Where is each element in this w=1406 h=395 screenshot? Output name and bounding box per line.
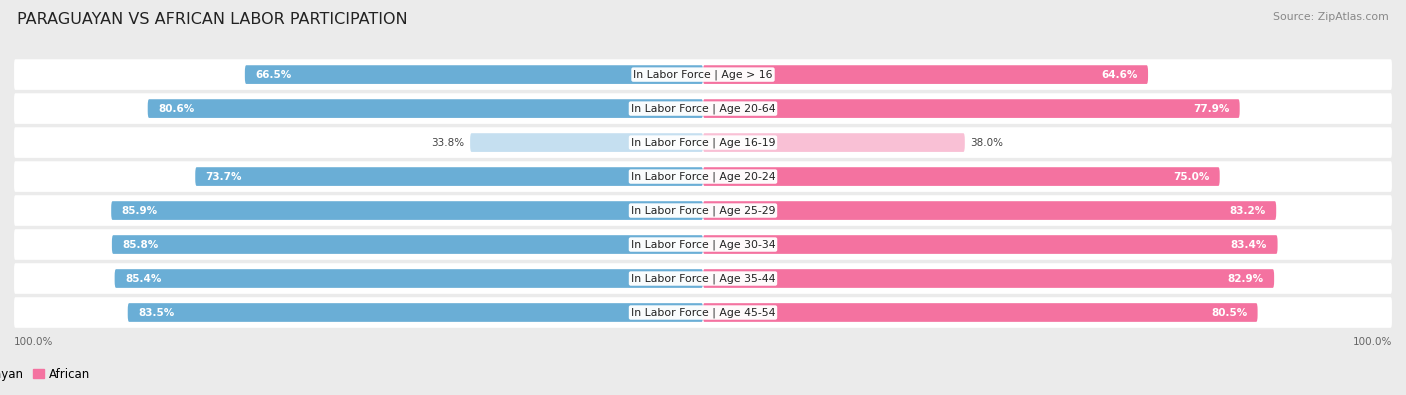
FancyBboxPatch shape xyxy=(703,65,1149,84)
Text: PARAGUAYAN VS AFRICAN LABOR PARTICIPATION: PARAGUAYAN VS AFRICAN LABOR PARTICIPATIO… xyxy=(17,12,408,27)
FancyBboxPatch shape xyxy=(195,167,703,186)
FancyBboxPatch shape xyxy=(703,99,1240,118)
Text: 75.0%: 75.0% xyxy=(1173,171,1209,182)
Text: 80.5%: 80.5% xyxy=(1211,308,1247,318)
FancyBboxPatch shape xyxy=(703,235,1278,254)
Text: 85.4%: 85.4% xyxy=(125,273,162,284)
Text: 85.9%: 85.9% xyxy=(121,205,157,216)
Text: 83.2%: 83.2% xyxy=(1230,205,1265,216)
FancyBboxPatch shape xyxy=(470,133,703,152)
FancyBboxPatch shape xyxy=(703,133,965,152)
Text: 38.0%: 38.0% xyxy=(970,137,1004,148)
Text: 33.8%: 33.8% xyxy=(432,137,464,148)
FancyBboxPatch shape xyxy=(703,201,1277,220)
FancyBboxPatch shape xyxy=(14,297,1392,328)
FancyBboxPatch shape xyxy=(128,303,703,322)
Text: 73.7%: 73.7% xyxy=(205,171,242,182)
Text: In Labor Force | Age 16-19: In Labor Force | Age 16-19 xyxy=(631,137,775,148)
FancyBboxPatch shape xyxy=(14,161,1392,192)
FancyBboxPatch shape xyxy=(703,269,1274,288)
Text: 77.9%: 77.9% xyxy=(1192,103,1229,114)
Text: 100.0%: 100.0% xyxy=(14,337,53,347)
FancyBboxPatch shape xyxy=(112,235,703,254)
FancyBboxPatch shape xyxy=(111,201,703,220)
Legend: Paraguayan, African: Paraguayan, African xyxy=(0,368,90,380)
Text: 64.6%: 64.6% xyxy=(1101,70,1137,79)
FancyBboxPatch shape xyxy=(14,195,1392,226)
Text: In Labor Force | Age 20-24: In Labor Force | Age 20-24 xyxy=(631,171,775,182)
Text: 100.0%: 100.0% xyxy=(1353,337,1392,347)
FancyBboxPatch shape xyxy=(14,127,1392,158)
FancyBboxPatch shape xyxy=(14,263,1392,294)
FancyBboxPatch shape xyxy=(245,65,703,84)
Text: In Labor Force | Age 35-44: In Labor Force | Age 35-44 xyxy=(631,273,775,284)
FancyBboxPatch shape xyxy=(703,167,1219,186)
FancyBboxPatch shape xyxy=(14,229,1392,260)
FancyBboxPatch shape xyxy=(703,303,1257,322)
FancyBboxPatch shape xyxy=(148,99,703,118)
Text: 66.5%: 66.5% xyxy=(254,70,291,79)
FancyBboxPatch shape xyxy=(14,93,1392,124)
Text: In Labor Force | Age > 16: In Labor Force | Age > 16 xyxy=(633,70,773,80)
Text: In Labor Force | Age 30-34: In Labor Force | Age 30-34 xyxy=(631,239,775,250)
Text: 83.4%: 83.4% xyxy=(1230,239,1267,250)
Text: Source: ZipAtlas.com: Source: ZipAtlas.com xyxy=(1274,12,1389,22)
Text: 85.8%: 85.8% xyxy=(122,239,159,250)
Text: In Labor Force | Age 25-29: In Labor Force | Age 25-29 xyxy=(631,205,775,216)
Text: 82.9%: 82.9% xyxy=(1227,273,1264,284)
FancyBboxPatch shape xyxy=(115,269,703,288)
FancyBboxPatch shape xyxy=(14,59,1392,90)
Text: In Labor Force | Age 45-54: In Labor Force | Age 45-54 xyxy=(631,307,775,318)
Text: In Labor Force | Age 20-64: In Labor Force | Age 20-64 xyxy=(631,103,775,114)
Text: 80.6%: 80.6% xyxy=(157,103,194,114)
Text: 83.5%: 83.5% xyxy=(138,308,174,318)
